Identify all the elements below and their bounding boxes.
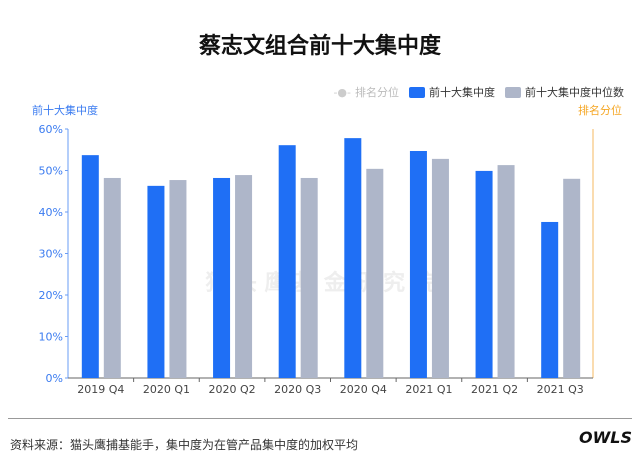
x-tick-label: 2021 Q2 [471, 383, 518, 396]
legend-swatch [505, 86, 521, 98]
legend: -●- 排名分位 前十大集中度 前十大集中度中位数 [333, 84, 624, 100]
y-tick-label: 0% [46, 372, 63, 385]
top10-bar [541, 221, 559, 378]
top10-bar [409, 150, 427, 378]
top10-bar [81, 155, 99, 378]
source-note: 资料来源：猫头鹰捕基能手，集中度为在管产品集中度的加权平均 [10, 438, 359, 452]
y-axis-label-left: 前十大集中度 [32, 104, 98, 117]
x-tick-label: 2021 Q3 [537, 383, 584, 396]
top10-bar [147, 185, 165, 378]
top10-bar [278, 145, 296, 378]
median-bar [300, 177, 318, 378]
legend-swatch [409, 86, 425, 98]
median-bar [103, 177, 121, 378]
y-tick-label: 30% [39, 248, 63, 261]
median-bar [563, 178, 581, 378]
x-tick-label: 2020 Q3 [274, 383, 321, 396]
median-bar [235, 175, 253, 378]
median-bar [431, 158, 449, 378]
median-bar [497, 165, 515, 378]
median-bar [169, 180, 187, 378]
x-tick-label: 2020 Q4 [340, 383, 387, 396]
top10-bar [344, 138, 362, 378]
x-tick-label: 2020 Q2 [208, 383, 255, 396]
x-tick-label: 2021 Q1 [405, 383, 452, 396]
median-bar [366, 168, 384, 378]
chart-title: 蔡志文组合前十大集中度 [198, 34, 441, 59]
legend-item-top10[interactable]: 前十大集中度 [409, 84, 495, 100]
y-tick-label: 40% [39, 206, 63, 219]
legend-line-marker-icon: -●- [333, 85, 351, 99]
y-tick-label: 20% [39, 289, 63, 302]
owls-logo: OWLS [579, 428, 632, 447]
y-axis-label-right: 排名分位 [578, 104, 622, 117]
legend-item-rank[interactable]: -●- 排名分位 [333, 85, 399, 100]
x-tick-label: 2020 Q1 [143, 383, 190, 396]
legend-item-median[interactable]: 前十大集中度中位数 [505, 84, 624, 100]
y-tick-label: 50% [39, 165, 63, 178]
x-tick-label: 2019 Q4 [77, 383, 124, 396]
y-tick-label: 60% [39, 123, 63, 136]
top10-bar [475, 170, 493, 378]
top10-bar [213, 177, 231, 378]
y-tick-label: 10% [39, 331, 63, 344]
divider [8, 418, 632, 419]
